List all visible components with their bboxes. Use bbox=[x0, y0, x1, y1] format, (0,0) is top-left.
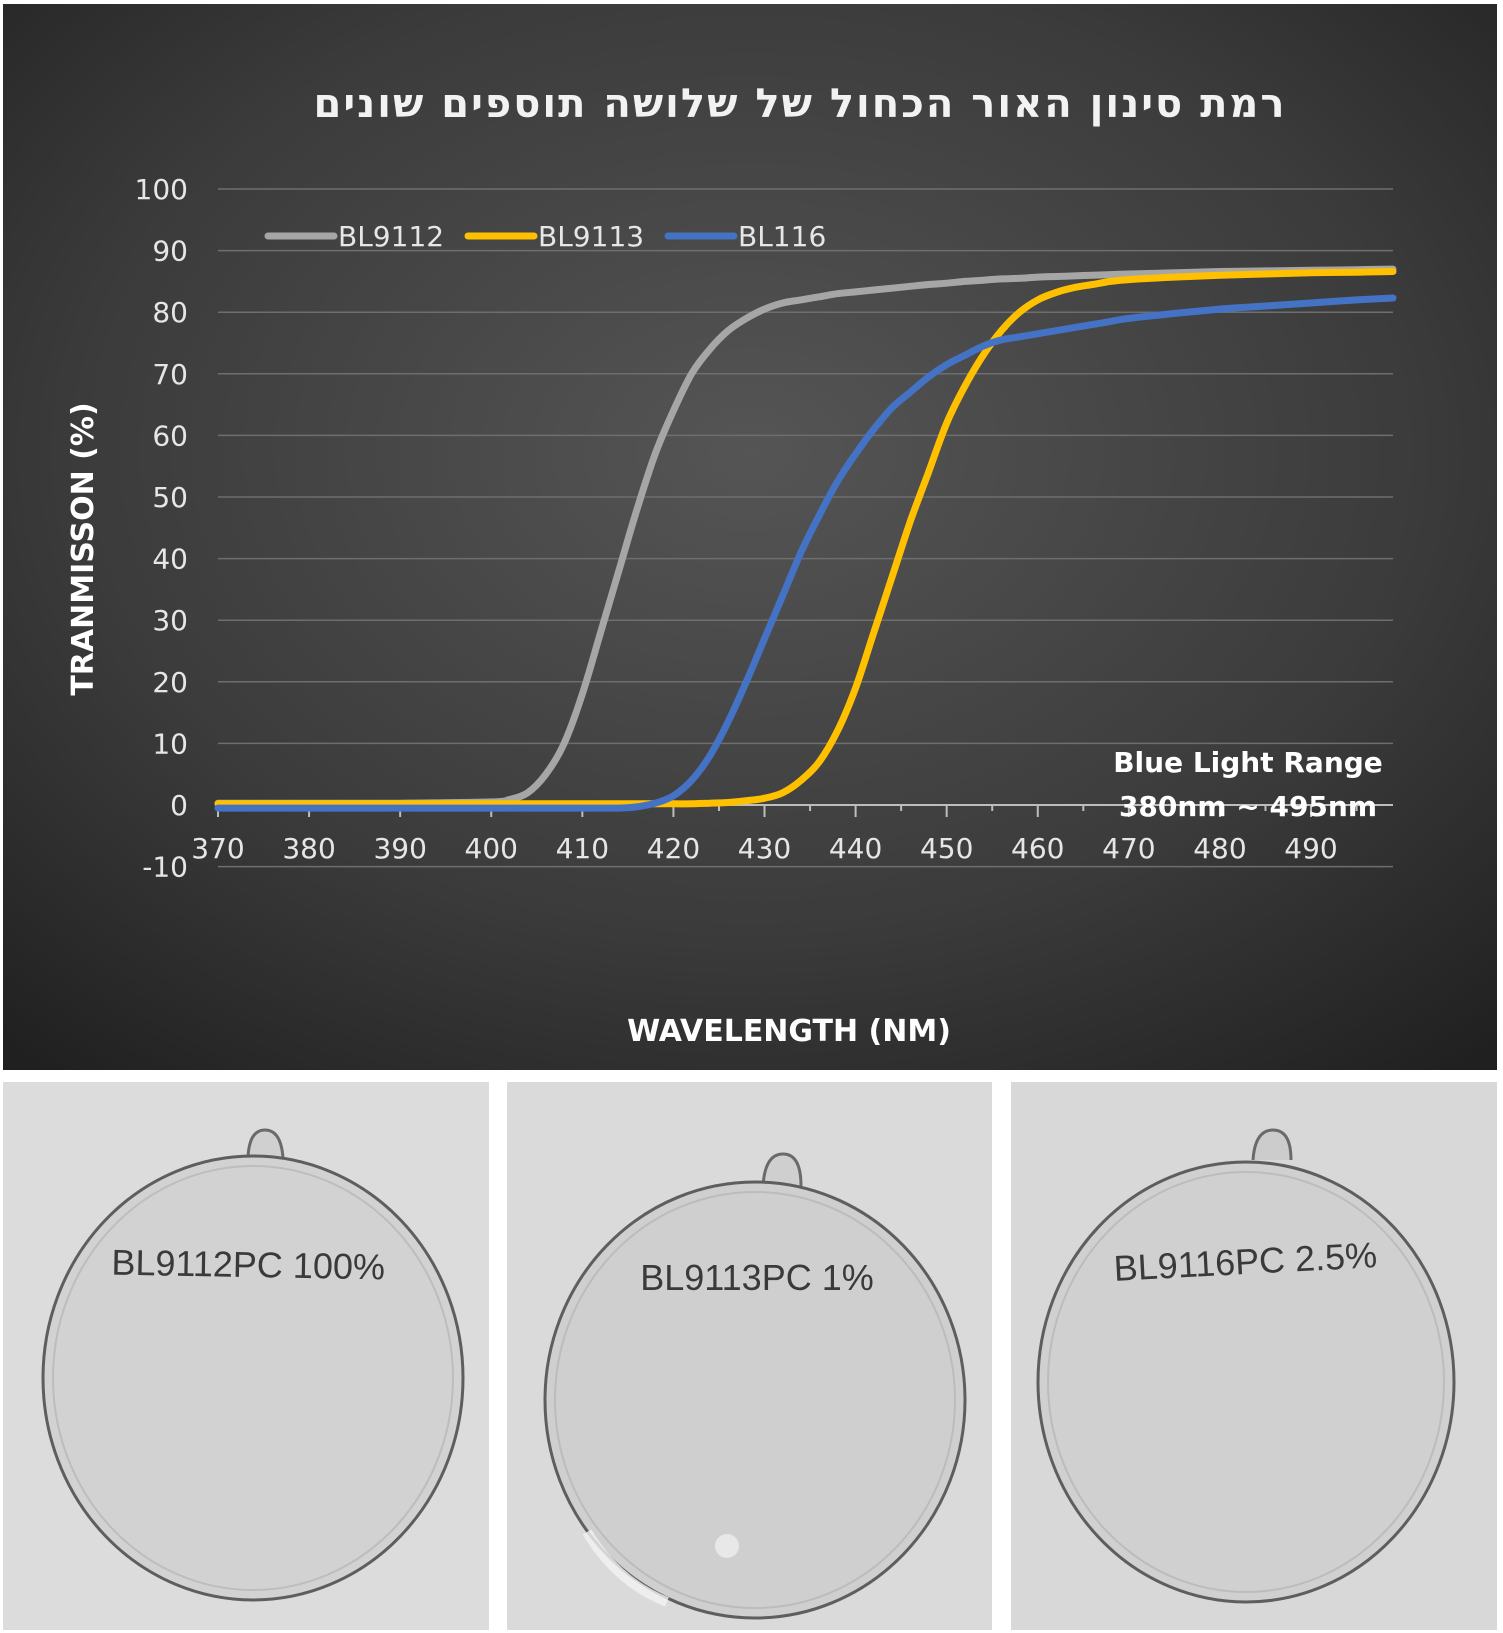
y-tick-label: 20 bbox=[152, 666, 188, 699]
x-tick-label: 410 bbox=[556, 832, 609, 865]
y-axis-ticks: -10 0 10 20 30 40 50 60 70 80 90 100 bbox=[135, 173, 188, 884]
lens-tab-3 bbox=[1251, 1128, 1293, 1161]
y-axis-label: TRANMISSON (%) bbox=[66, 402, 101, 695]
blue-light-range-annotation: Blue Light Range 380nm ~ 495nm bbox=[1113, 746, 1383, 823]
x-tick-label: 470 bbox=[1102, 832, 1155, 865]
lens-photo-bl9116: BL9116PC 2.5% bbox=[1011, 1082, 1497, 1630]
x-tick-label: 440 bbox=[829, 832, 882, 865]
lens-disc-1 bbox=[41, 1154, 465, 1602]
legend: BL9112 BL9113 BL116 bbox=[264, 220, 826, 253]
x-tick-label: 430 bbox=[738, 832, 791, 865]
legend-label: BL9112 bbox=[338, 220, 444, 253]
x-tick-label: 400 bbox=[465, 832, 518, 865]
x-tick-label: 460 bbox=[1011, 832, 1064, 865]
legend-item-bl9112: BL9112 bbox=[264, 220, 444, 253]
y-tick-label: 90 bbox=[152, 235, 188, 268]
series-lines bbox=[214, 265, 1397, 812]
chart-background bbox=[3, 4, 1497, 1070]
lens-photo-bl9112: BL9112PC 100% bbox=[3, 1082, 489, 1630]
y-tick-label: 60 bbox=[152, 419, 188, 452]
y-tick-label: 0 bbox=[170, 789, 188, 822]
lens-photo-2-svg: BL9113PC 1% bbox=[507, 1082, 992, 1630]
x-tick-label: 390 bbox=[373, 832, 426, 865]
y-tick-label: 10 bbox=[152, 727, 188, 760]
x-tick-label: 490 bbox=[1284, 832, 1337, 865]
x-axis-label: WAVELENGTH (NM) bbox=[627, 1014, 951, 1049]
lens-disc-3 bbox=[1036, 1160, 1456, 1604]
y-tick-label: 30 bbox=[152, 604, 188, 637]
lens-label-2: BL9113PC 1% bbox=[640, 1257, 874, 1298]
lens-photo-bl9113: BL9113PC 1% bbox=[507, 1082, 992, 1630]
lens-disc-2 bbox=[543, 1180, 967, 1620]
series-line-bl9112 bbox=[214, 265, 1397, 807]
y-tick-label: 80 bbox=[152, 296, 188, 329]
lens-tab-1 bbox=[246, 1128, 285, 1159]
series-line-bl116 bbox=[214, 294, 1397, 812]
chart-panel: רמת סינון האור הכחול של שלושה תוספים שונ… bbox=[3, 4, 1497, 1070]
lens-photo-3-svg: BL9116PC 2.5% bbox=[1011, 1082, 1497, 1630]
chart-title: רמת סינון האור הכחול של שלושה תוספים שונ… bbox=[314, 81, 1287, 127]
legend-item-bl9113: BL9113 bbox=[464, 220, 644, 253]
legend-label: BL116 bbox=[738, 220, 826, 253]
gridlines bbox=[218, 188, 1393, 868]
y-tick-label: 50 bbox=[152, 481, 188, 514]
y-tick-label: 70 bbox=[152, 358, 188, 391]
x-tick-label: 420 bbox=[647, 832, 700, 865]
transmission-chart: רמת סינון האור הכחול של שלושה תוספים שונ… bbox=[3, 4, 1497, 1070]
legend-item-bl116: BL116 bbox=[664, 220, 826, 253]
y-tick-label: 100 bbox=[135, 173, 188, 206]
annotation-line-1: Blue Light Range bbox=[1113, 746, 1383, 779]
annotation-line-2: 380nm ~ 495nm bbox=[1119, 790, 1377, 823]
x-tick-label: 370 bbox=[191, 832, 244, 865]
y-tick-label: -10 bbox=[142, 851, 188, 884]
x-tick-label: 480 bbox=[1193, 832, 1246, 865]
lens-label-1: BL9112PC 100% bbox=[111, 1242, 385, 1288]
lens-tab-2 bbox=[761, 1152, 803, 1187]
x-tick-label: 450 bbox=[920, 832, 973, 865]
lens-photo-1-svg: BL9112PC 100% bbox=[3, 1082, 489, 1630]
legend-label: BL9113 bbox=[538, 220, 644, 253]
y-tick-label: 40 bbox=[152, 543, 188, 576]
x-tick-label: 380 bbox=[282, 832, 335, 865]
series-line-bl9113 bbox=[214, 268, 1397, 808]
x-axis-ticks: 370 380 390 400 410 420 430 440 450 460 470 480 490 bbox=[191, 832, 1337, 865]
